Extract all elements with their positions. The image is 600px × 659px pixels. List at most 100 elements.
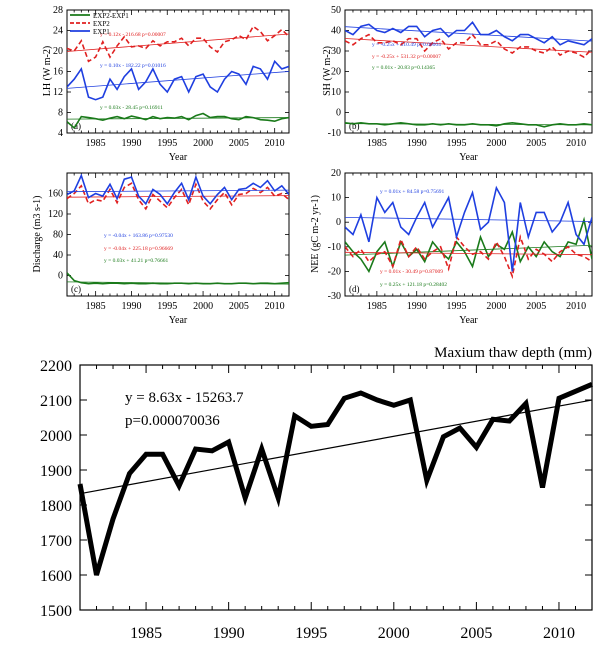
- y-tick-label: 24: [53, 26, 63, 37]
- x-axis-label: Year: [459, 315, 478, 326]
- y-tick-label: 10: [331, 193, 341, 204]
- y-tick-label: -10: [328, 128, 341, 139]
- x-tick-label: 1985: [367, 138, 387, 149]
- y-tick-label: 2200: [40, 358, 72, 375]
- x-tick-label: 2005: [229, 138, 249, 149]
- x-tick-label: 2000: [193, 138, 213, 149]
- series-line-exp1: [67, 59, 289, 101]
- x-axis-label: Year: [169, 152, 188, 163]
- y-tick-label: 8: [58, 108, 63, 119]
- y-tick-label: 20: [331, 168, 341, 179]
- y-tick-label: 10: [331, 87, 341, 98]
- x-tick-label: 2000: [486, 301, 506, 312]
- series-line-exp2: [67, 182, 289, 211]
- x-tick-label: 1995: [447, 138, 467, 149]
- y-tick-label: -20: [328, 266, 341, 277]
- y-tick-label: 20: [53, 46, 63, 57]
- series-line-exp2-exp1: [67, 272, 289, 285]
- series-line-exp2-exp1: [345, 216, 592, 274]
- x-tick-label: 2005: [229, 301, 249, 312]
- x-tick-label: 2010: [265, 138, 285, 149]
- x-tick-label: 2000: [193, 301, 213, 312]
- x-tick-label: 1985: [86, 301, 106, 312]
- trend-line-exp2: [67, 33, 289, 52]
- y-tick-label: 12: [53, 87, 63, 98]
- y-tick-label: 160: [48, 189, 63, 200]
- y-tick-label: 50: [331, 5, 341, 16]
- plot-frame: [344, 172, 593, 297]
- plot-area: [67, 25, 289, 130]
- x-tick-label: 2010: [543, 625, 575, 642]
- x-tick-label: 2010: [566, 301, 586, 312]
- panel-label: (b): [349, 121, 360, 131]
- trend-line-exp2: [67, 195, 289, 198]
- regression-equation: y = 0.01x - 20.83 p=0.14365: [372, 65, 435, 71]
- y-tick-label: 0: [336, 108, 341, 119]
- x-tick-label: 1990: [407, 138, 427, 149]
- y-axis-label: Discharge (m3 s-1): [32, 195, 43, 272]
- y-tick-label: 40: [331, 26, 341, 37]
- panel-c: 0 40 80 120 160 1985 1990 1995 2000 2005 2010 Year D…: [32, 172, 290, 326]
- y-tick-label: 28: [53, 5, 63, 16]
- panel-a: 4 8 12 16 20 24 28 1985 1990 1995 2000 2005 2010 Year…: [42, 5, 290, 163]
- legend-label: EXP2: [93, 20, 110, 28]
- y-tick-label: 0: [58, 271, 63, 282]
- series-line-exp1: [345, 185, 592, 272]
- trend-line-exp1: [345, 216, 592, 222]
- panel-thaw-depth: Maxium thaw depth (mm) 1500 1600 1700 1800 19…: [40, 345, 593, 642]
- series-line-exp1: [345, 21, 592, 46]
- y-tick-label: 80: [53, 230, 63, 241]
- regression-equation: y = 8.63x - 15263.7: [125, 390, 244, 406]
- panel-d: -30 -20 -10 0 10 20 1985 1990 1995 2000 2005 2010 Ye…: [310, 168, 593, 326]
- y-tick-label: 1800: [40, 498, 72, 515]
- x-tick-label: 2010: [265, 301, 285, 312]
- plot-area: [67, 173, 289, 285]
- regression-equation: y = -0.25x + 510.49 p=0.00004: [372, 42, 441, 48]
- plot-area: [345, 21, 592, 128]
- series-line-exp2: [345, 234, 592, 280]
- series-line: [77, 381, 593, 576]
- x-tick-label: 1995: [157, 138, 177, 149]
- regression-equation: y = 0.03x - 28.45 p=0.16911: [100, 105, 163, 111]
- x-tick-label: 1995: [157, 301, 177, 312]
- y-tick-label: 1500: [40, 603, 72, 620]
- series-line-exp2: [67, 25, 289, 63]
- y-tick-label: 2100: [40, 393, 72, 410]
- y-tick-label: 40: [53, 250, 63, 261]
- x-tick-label: 1990: [213, 625, 245, 642]
- regression-equation: y = 0.01x - 30.49 p=0.87009: [380, 269, 443, 275]
- regression-equation: y = 0.25x + 121.18 p=0.28402: [380, 282, 447, 288]
- regression-equation: y = 0.10x - 182.22 p=0.01016: [100, 63, 166, 69]
- chart-title: Maxium thaw depth (mm): [434, 345, 592, 361]
- series-line-exp2-exp1: [67, 112, 289, 130]
- y-tick-label: 16: [53, 67, 63, 78]
- x-axis-label: Year: [459, 152, 478, 163]
- plot-area: [345, 185, 592, 280]
- x-tick-label: 2010: [566, 138, 586, 149]
- regression-p-value: p=0.000070036: [125, 413, 220, 429]
- y-tick-label: 120: [48, 209, 63, 220]
- y-tick-label: 1600: [40, 568, 72, 585]
- trend-line-exp1: [67, 71, 289, 89]
- regression-equation: y = -0.04x + 225.18 p=0.96669: [104, 246, 173, 252]
- y-tick-label: -30: [328, 291, 341, 302]
- y-axis-label: SH (W m-2): [322, 46, 333, 96]
- y-axis-label: LH (W m-2): [42, 46, 53, 96]
- x-tick-label: 2000: [486, 138, 506, 149]
- regression-equation: y = 0.03x + 41.21 p=0.76661: [104, 258, 169, 264]
- panel-label: (c): [71, 284, 81, 294]
- panel-b: -10 0 10 20 30 40 50 1985 1990 1995 2000 2005 2010 Ye…: [322, 5, 593, 163]
- x-tick-label: 1995: [447, 301, 467, 312]
- regression-equation: y = -0.25x + 531.32 p=0.00007: [372, 54, 441, 60]
- plot-frame: [344, 9, 593, 134]
- x-axis-label: Year: [169, 315, 188, 326]
- series-line-exp1: [67, 173, 289, 206]
- y-tick-label: -10: [328, 242, 341, 253]
- x-tick-label: 1990: [121, 301, 141, 312]
- y-tick-label: 2000: [40, 428, 72, 445]
- regression-equation: y = 0.01x + 84.58 p=0.75691: [380, 189, 445, 195]
- y-tick-label: 1900: [40, 463, 72, 480]
- panel-label: (d): [349, 284, 360, 294]
